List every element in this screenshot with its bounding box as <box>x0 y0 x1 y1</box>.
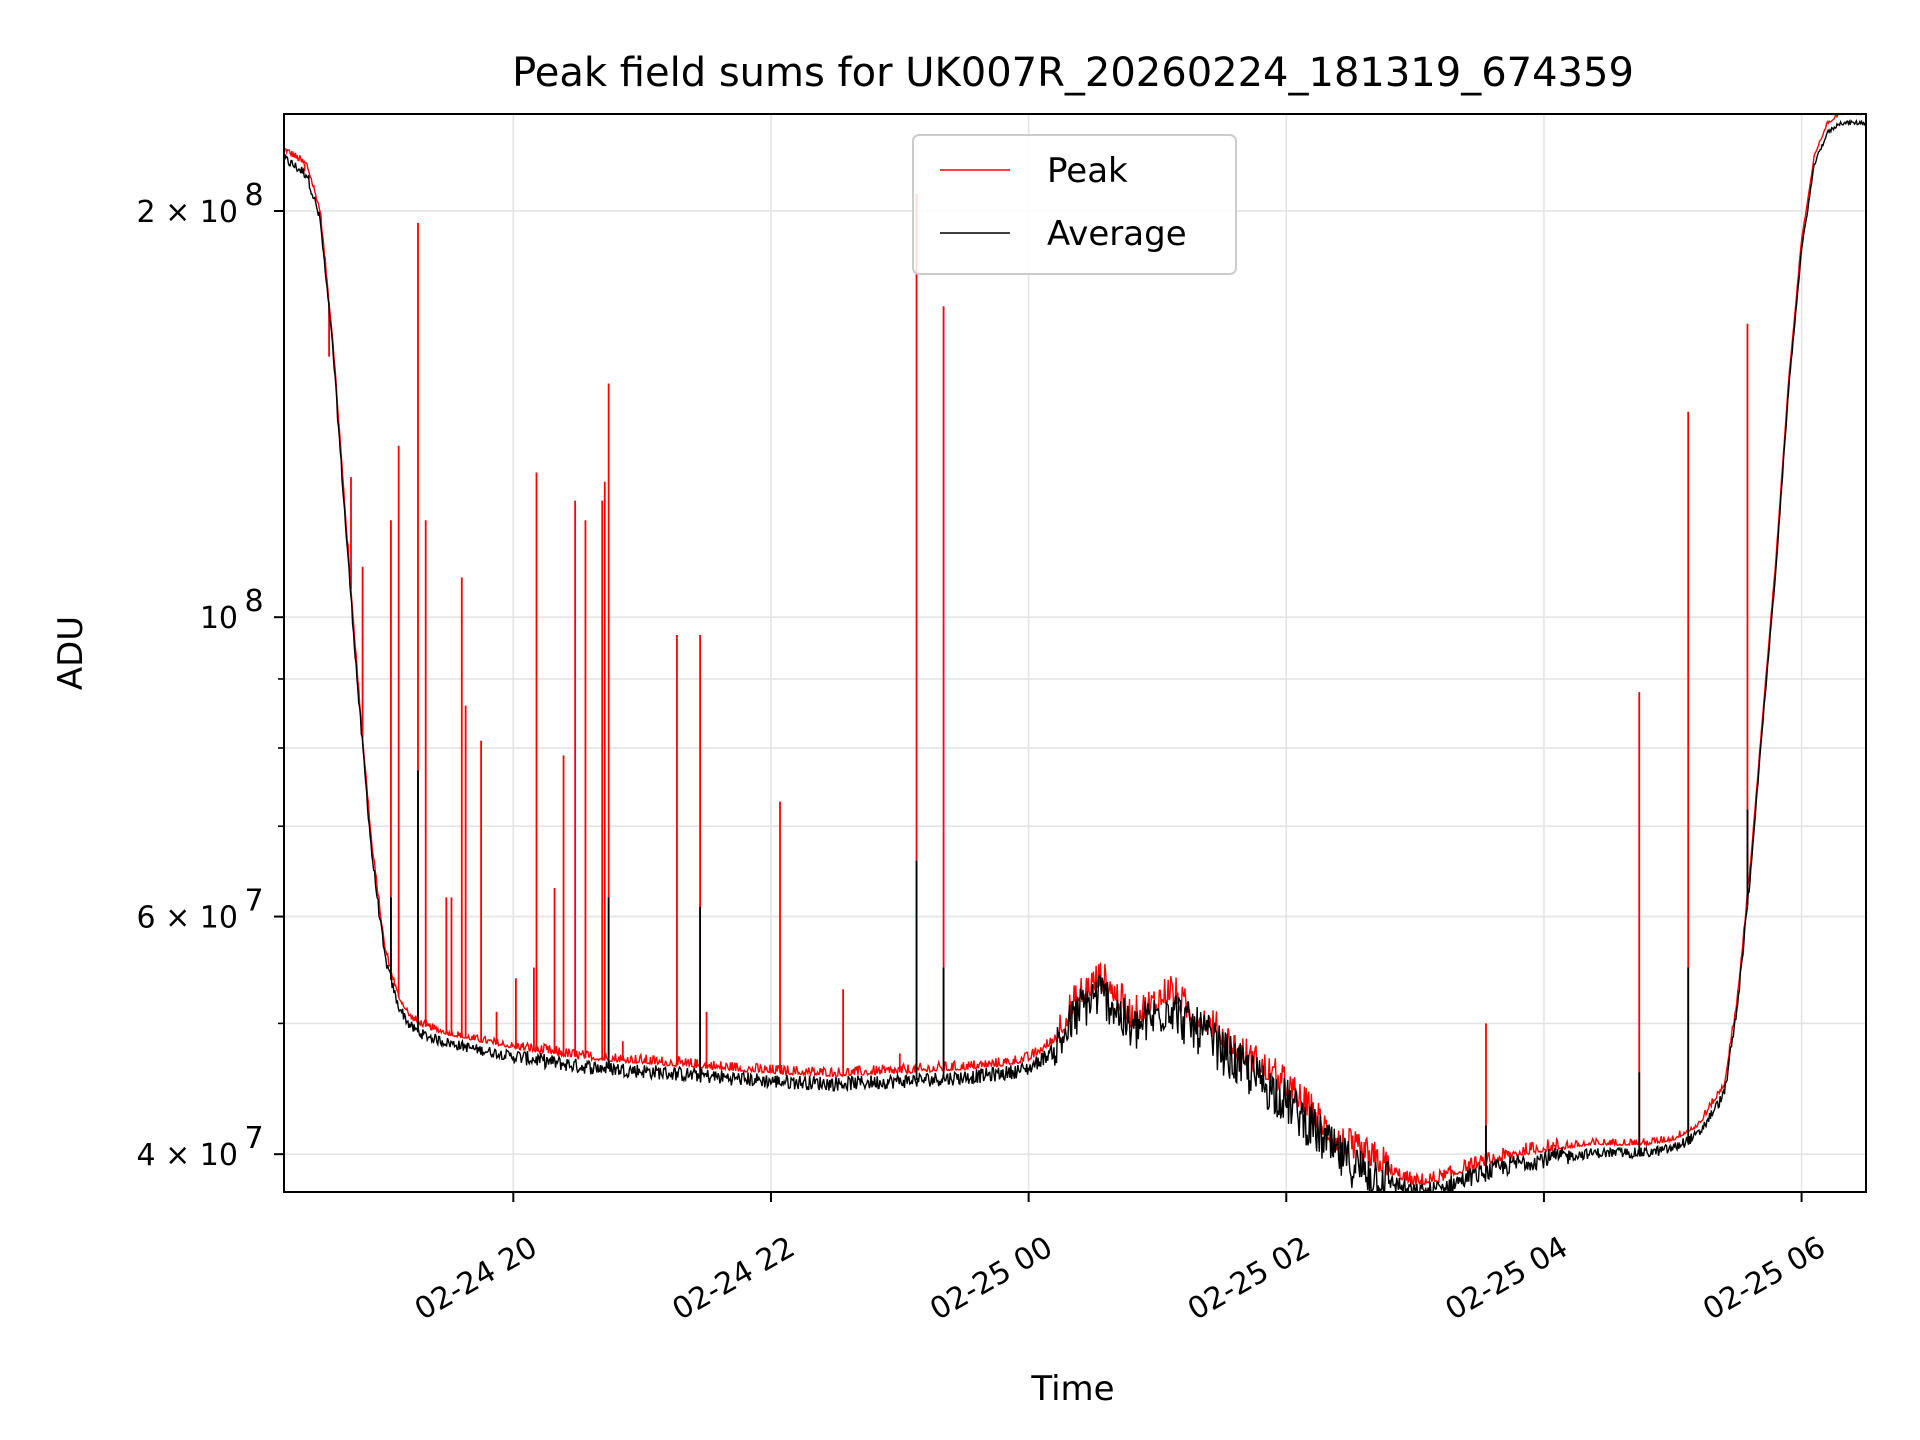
plot-frame <box>283 113 1867 1193</box>
legend: Peak Average <box>912 134 1237 275</box>
y-tick-label-base: 6 × 10 <box>137 901 238 936</box>
y-tick-label: 10 <box>200 601 238 636</box>
y-tick-label-exponent: 7 <box>244 884 263 919</box>
peak-series-line <box>284 114 1866 1187</box>
y-axis-label: ADU <box>51 616 91 690</box>
average-series-line <box>284 118 1866 1192</box>
y-tick-label: 4 × 10 <box>137 1138 238 1173</box>
y-tick-label-exponent: 8 <box>244 584 263 619</box>
y-tick-label-base: 10 <box>200 601 238 636</box>
chart-title: Peak field sums for UK007R_20260224_1813… <box>512 50 1634 96</box>
legend-average-label: Average <box>1047 214 1187 254</box>
x-axis-label: Time <box>1030 1369 1114 1409</box>
y-tick-label-base: 2 × 10 <box>137 195 238 230</box>
legend-peak-label: Peak <box>1047 151 1128 191</box>
data-layer <box>284 114 1866 1192</box>
y-tick-label-base: 4 × 10 <box>137 1138 238 1173</box>
y-tick-label: 6 × 10 <box>137 901 238 936</box>
y-tick-label-exponent: 8 <box>244 178 263 213</box>
y-tick-label: 2 × 10 <box>137 195 238 230</box>
y-tick-label-exponent: 7 <box>244 1121 263 1156</box>
